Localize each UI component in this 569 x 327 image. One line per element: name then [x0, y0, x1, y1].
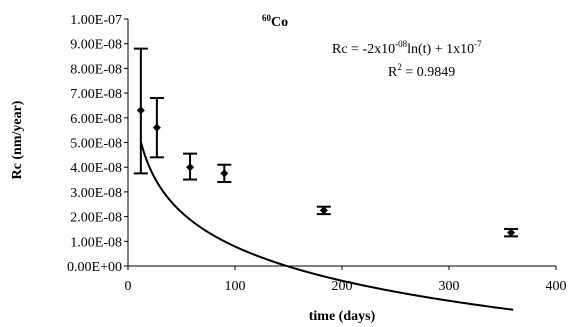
y-tick-label: 2.00E-08 [70, 211, 122, 226]
x-axis-label: time (days) [309, 309, 376, 324]
equation-lead: Rc = -2x10 [332, 42, 395, 57]
data-points [133, 47, 519, 238]
data-point [152, 123, 161, 132]
r2-lead: R [388, 65, 398, 80]
trendline [139, 141, 514, 311]
data-point [186, 163, 195, 172]
y-axis-ticks: 0.00E+00 1.00E-08 2.00E-08 3.00E-08 4.00E-08… [67, 13, 128, 275]
chart-title: 60Co [262, 13, 288, 30]
x-tick-label: 0 [125, 279, 132, 294]
y-tick-label: 5.00E-08 [70, 137, 122, 152]
data-point [220, 169, 229, 178]
r-squared: R2 = 0.9849 [388, 62, 455, 80]
x-tick-label: 300 [439, 279, 460, 294]
x-tick-label: 100 [225, 279, 246, 294]
data-point [319, 206, 328, 215]
x-axis-ticks: 0 100 200 300 400 [125, 266, 567, 294]
y-tick-label: 4.00E-08 [70, 161, 122, 176]
y-tick-label: 1.00E-08 [70, 235, 122, 250]
data-point [136, 106, 145, 115]
title-main: Co [271, 15, 288, 30]
equation-exponent-1: -08 [395, 39, 407, 49]
equation-mid: ln(t) + 1x10 [407, 42, 474, 57]
y-tick-label: 7.00E-08 [70, 87, 122, 102]
y-tick-label: 8.00E-08 [70, 62, 122, 77]
data-point [507, 228, 516, 237]
y-tick-label: 9.00E-08 [70, 38, 122, 53]
equation-exponent-2: -7 [474, 39, 482, 49]
y-axis-label: Rc (nm/year) [10, 100, 25, 179]
y-tick-label: 6.00E-08 [70, 112, 122, 127]
y-tick-label: 1.00E-07 [70, 13, 122, 28]
r2-tail: = 0.9849 [402, 65, 455, 80]
x-tick-label: 400 [546, 279, 567, 294]
y-tick-label: 0.00E+00 [67, 260, 122, 275]
r2-exponent: 2 [397, 62, 402, 72]
y-tick-label: 3.00E-08 [70, 186, 122, 201]
trendline-equation: Rc = -2x10-08ln(t) + 1x10-7 [332, 39, 482, 57]
title-superscript: 60 [262, 13, 272, 23]
